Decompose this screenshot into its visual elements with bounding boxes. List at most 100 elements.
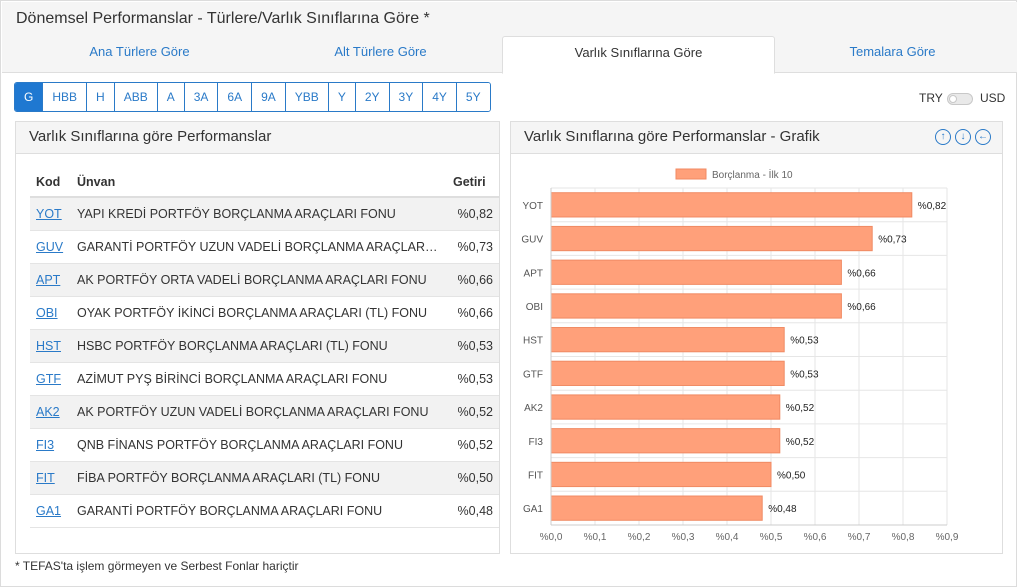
code-cell: FI3 [30,428,71,462]
period-button[interactable]: A [157,83,185,111]
bar-ga1 [550,495,763,521]
name-cell: QNB FİNANS PORTFÖY BORÇLANMA ARAÇLARI FO… [71,428,447,462]
fund-name: FİBA PORTFÖY BORÇLANMA ARAÇLARI (TL) FON… [77,470,381,485]
arrow-left-circle-icon[interactable]: ← [975,129,991,145]
period-button[interactable]: 9A [252,83,286,111]
table-row: HST HSBC PORTFÖY BORÇLANMA ARAÇLARI (TL) … [30,329,499,363]
table-row: YOT YAPI KREDİ PORTFÖY BORÇLANMA ARAÇLARI… [30,197,499,231]
currency-usd-label: USD [980,91,1006,105]
bar-fi3 [550,428,781,454]
fund-name: GARANTİ PORTFÖY BORÇLANMA ARAÇLARI FONU [77,503,383,518]
fund-return: %0,66 [447,296,499,330]
fund-code-link[interactable]: YOT [36,206,62,221]
fund-return: %0,82 [447,197,499,231]
name-cell: AZİMUT PYŞ BİRİNCİ BORÇLANMA ARAÇLARI FO… [71,362,447,396]
fund-name: AK PORTFÖY UZUN VADELİ BORÇLANMA ARAÇLAR… [77,404,429,419]
fund-name: AZİMUT PYŞ BİRİNCİ BORÇLANMA ARAÇLARI FO… [77,371,388,386]
fund-return: %0,52 [447,428,499,462]
period-button[interactable]: 3Y [389,83,424,111]
period-button[interactable]: G [15,83,44,111]
code-cell: GA1 [30,494,71,528]
performance-chart: Borçlanma - İlk 10 %0,0 %0,1 %0,2 %0,3 %0,4 %0… [521,168,959,543]
table-panel-title: Varlık Sınıflarına göre Performanslar [29,128,272,145]
data-label: %0,50 [777,470,806,481]
name-cell: FİBA PORTFÖY BORÇLANMA ARAÇLARI (TL) FON… [71,461,447,495]
fund-code-link[interactable]: AK2 [36,404,60,419]
y-tick-label: GA1 [523,504,543,515]
period-button[interactable]: ABB [114,83,158,111]
fund-name: AK PORTFÖY ORTA VADELİ BORÇLANMA ARAÇLAR… [77,272,427,287]
x-tick-label: %0,7 [848,532,871,543]
fund-return: %0,52 [447,395,499,429]
y-tick-label: GUV [521,235,543,246]
tab-asset-classes[interactable]: Varlık Sınıflarına Göre [502,36,775,74]
y-tick-label: FI3 [529,437,544,448]
fund-code-link[interactable]: GA1 [36,503,62,518]
chart-panel-header: Varlık Sınıflarına göre Performanslar - … [511,122,1002,154]
fund-code-link[interactable]: HST [36,338,61,353]
tab-themes[interactable]: Temalara Göre [849,44,936,59]
period-button[interactable]: 3A [184,83,219,111]
y-tick-label: OBI [526,302,543,313]
bar-apt [550,259,842,285]
table-row: AK2 AK PORTFÖY UZUN VADELİ BORÇLANMA ARAÇ… [30,395,499,429]
funds-table: Kod Ünvan Getiri YOT YAPI KREDİ PORTFÖY B… [30,167,499,528]
fund-code-link[interactable]: GUV [36,239,64,254]
arrow-up-circle-icon[interactable]: ↑ [935,129,951,145]
fund-code-link[interactable]: APT [36,272,61,287]
fund-name: YAPI KREDİ PORTFÖY BORÇLANMA ARAÇLARI FO… [77,207,396,222]
table-panel-header: Varlık Sınıflarına göre Performanslar [16,122,499,154]
period-button[interactable]: Y [328,83,356,111]
data-label: %0,48 [768,504,797,515]
table-row: FI3 QNB FİNANS PORTFÖY BORÇLANMA ARAÇLARI… [30,428,499,462]
data-label: %0,52 [786,437,815,448]
tab-main-types[interactable]: Ana Türlere Göre [89,44,190,59]
name-cell: AK PORTFÖY UZUN VADELİ BORÇLANMA ARAÇLAR… [71,395,447,429]
legend-label: Borçlanma - İlk 10 [712,168,793,181]
period-button[interactable]: 2Y [355,83,390,111]
fund-code-link[interactable]: FIT [36,470,55,485]
footnote: * TEFAS'ta işlem görmeyen ve Serbest Fon… [15,559,299,573]
fund-return: %0,53 [447,362,499,396]
page-title: Dönemsel Performanslar - Türlere/Varlık … [16,10,430,27]
name-cell: GARANTİ PORTFÖY UZUN VADELİ BORÇLANMA AR… [71,230,447,264]
fund-name: QNB FİNANS PORTFÖY BORÇLANMA ARAÇLARI FO… [77,437,403,452]
currency-toggle[interactable] [947,93,973,105]
table-row: GTF AZİMUT PYŞ BİRİNCİ BORÇLANMA ARAÇLARI… [30,362,499,396]
x-tick-label: %0,0 [540,532,563,543]
fund-code-link[interactable]: GTF [36,371,61,386]
table-row: GA1 GARANTİ PORTFÖY BORÇLANMA ARAÇLARI FO… [30,494,499,528]
fund-return: %0,66 [447,263,499,297]
period-button[interactable]: 6A [218,83,253,111]
code-cell: FIT [30,461,71,495]
fund-code-link[interactable]: OBI [36,305,58,320]
period-button[interactable]: YBB [285,83,329,111]
fund-code-link[interactable]: FI3 [36,437,55,452]
period-button[interactable]: 5Y [456,83,490,111]
data-label: %0,66 [847,302,876,313]
y-tick-label: AK2 [524,403,543,414]
period-button[interactable]: H [87,83,115,111]
x-tick-label: %0,4 [716,532,739,543]
data-label: %0,73 [878,235,907,246]
table-panel: Varlık Sınıflarına göre Performanslar Ko… [15,121,500,554]
data-label: %0,82 [918,201,947,212]
code-cell: GUV [30,230,71,264]
period-button[interactable]: HBB [43,83,88,111]
period-button[interactable]: 4Y [423,83,457,111]
bar-hst [550,327,785,353]
arrow-down-circle-icon[interactable]: ↓ [955,129,971,145]
period-selector: G HBB H ABB A 3A 6A 9A YBB Y 2Y 3Y 4Y 5Y [14,82,491,112]
chart-panel-title: Varlık Sınıflarına göre Performanslar - … [524,128,820,145]
currency-try-label: TRY [919,91,943,105]
fund-return: %0,50 [447,461,499,495]
code-cell: AK2 [30,395,71,429]
fund-return: %0,48 [447,494,499,528]
code-cell: GTF [30,362,71,396]
y-tick-label: GTF [523,369,543,380]
y-tick-label: FIT [528,470,543,481]
fund-return: %0,53 [447,329,499,363]
x-tick-label: %0,3 [672,532,695,543]
tab-sub-types[interactable]: Alt Türlere Göre [334,44,427,59]
x-tick-label: %0,5 [760,532,783,543]
